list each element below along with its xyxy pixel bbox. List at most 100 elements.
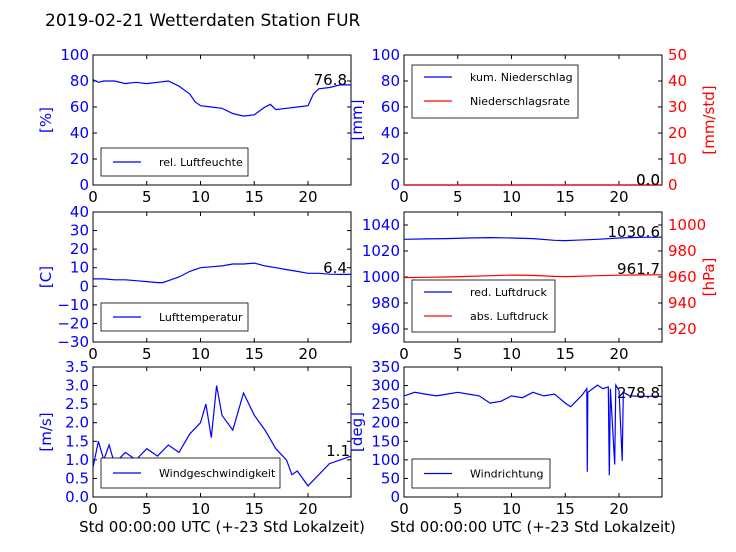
y-tick-label: 3.0: [65, 377, 89, 395]
y-tick-label: 100: [60, 46, 89, 64]
x-tick-label: 5: [142, 500, 152, 518]
x-tick-label: 15: [556, 500, 575, 518]
y-tick-label: 40: [70, 124, 89, 142]
x-tick-label: 0: [399, 188, 409, 206]
y-tick-label: −30: [57, 333, 89, 351]
x-tick-label: 0: [88, 345, 98, 363]
x-tick-label: 5: [453, 188, 463, 206]
y-tick-label: 80: [70, 72, 89, 90]
x-tick-label: 10: [502, 345, 521, 363]
y-tick-label: 0: [79, 176, 89, 194]
y-tick-label-right: 20: [668, 124, 687, 142]
y-tick-label: 100: [371, 451, 400, 469]
legend-label: rel. Luftfeuchte: [159, 156, 243, 169]
x-axis-label: Std 00:00:00 UTC (+-23 Std Lokalzeit): [390, 518, 676, 536]
y-tick-label: 50: [381, 469, 400, 487]
y-tick-label-right: 30: [668, 98, 687, 116]
series-line-temperature-0: [93, 263, 351, 283]
y-tick-label: 1.0: [65, 451, 89, 469]
y-tick-label-right: 50: [668, 46, 687, 64]
y-tick-label: 20: [381, 150, 400, 168]
x-tick-label: 10: [502, 500, 521, 518]
y-tick-label-right: 0: [668, 176, 678, 194]
x-tick-label: 15: [245, 500, 264, 518]
y-tick-label-right: 960: [668, 268, 697, 286]
y-tick-label: 250: [371, 395, 400, 413]
y-tick-label: 0: [390, 176, 400, 194]
y-tick-label-right: 40: [668, 72, 687, 90]
y-tick-label: 980: [371, 294, 400, 312]
x-tick-label: 10: [502, 188, 521, 206]
last-value-label: 278.8: [617, 384, 660, 402]
last-value-label: 1.1: [326, 442, 350, 460]
x-tick-label: 0: [399, 500, 409, 518]
x-tick-label: 15: [245, 345, 264, 363]
y-tick-label: 0.0: [65, 488, 89, 506]
x-tick-label: 20: [609, 188, 628, 206]
y-tick-label: 1020: [362, 242, 400, 260]
y-tick-label: 300: [371, 377, 400, 395]
y-tick-label: 10: [70, 259, 89, 277]
y-tick-label: 2.5: [65, 395, 89, 413]
last-value-label: 0.0: [636, 171, 660, 189]
y-tick-label: 60: [381, 98, 400, 116]
x-tick-label: 0: [399, 345, 409, 363]
figure-title: 2019-02-21 Wetterdaten Station FUR: [45, 11, 361, 31]
x-tick-label: 0: [88, 188, 98, 206]
y-tick-label-right: 980: [668, 242, 697, 260]
y-axis-label: [m/s]: [37, 412, 55, 451]
y-tick-label: 0.5: [65, 469, 89, 487]
y-tick-label: 3.5: [65, 358, 89, 376]
y-tick-label: 1000: [362, 268, 400, 286]
y-axis-label: [mm]: [348, 100, 366, 141]
y-axis-label: [deg]: [348, 412, 366, 452]
x-tick-label: 15: [556, 345, 575, 363]
x-tick-label: 20: [298, 500, 317, 518]
y-tick-label: 0: [390, 488, 400, 506]
panel-precipitation: 0 5 10 15 20 0 20 40 60 80 100 0 10 20 30 40 50 [mm] [mm/s…: [348, 46, 718, 206]
y-tick-label: 150: [371, 432, 400, 450]
legend-label: kum. Niederschlag: [470, 71, 573, 84]
x-tick-label: 5: [453, 345, 463, 363]
y-tick-label: 20: [70, 240, 89, 258]
legend-label: Niederschlagsrate: [470, 95, 570, 108]
panel-temperature: 0 5 10 15 20−30−20−10010203040[C]Lufttempera…: [37, 203, 351, 363]
x-tick-label: 5: [453, 500, 463, 518]
y-tick-label: 2.0: [65, 414, 89, 432]
y-tick-label: 1.5: [65, 432, 89, 450]
panel-humidity: 0 5 10 15 20 0 20 40 60 80 100 [%] rel. Luftfeuchte 7…: [37, 46, 351, 206]
y-axis-label-right: [mm/std]: [700, 85, 718, 154]
y-tick-label: −20: [57, 314, 89, 332]
y-tick-label: 30: [70, 222, 89, 240]
y-tick-label-right: 940: [668, 294, 697, 312]
y-axis-label: [C]: [37, 266, 55, 288]
legend-label: red. Luftdruck: [470, 286, 547, 299]
y-tick-label-right: 1000: [668, 216, 706, 234]
y-tick-label: 100: [371, 46, 400, 64]
y-tick-label: −10: [57, 296, 89, 314]
last-value-label: 961.7: [617, 260, 660, 278]
last-value-label: 76.8: [314, 71, 347, 89]
y-tick-label: 60: [70, 98, 89, 116]
legend-label: abs. Luftdruck: [470, 310, 549, 323]
y-tick-label: 1040: [362, 216, 400, 234]
legend-label: Lufttemperatur: [159, 311, 243, 324]
x-tick-label: 20: [609, 345, 628, 363]
y-tick-label-right: 10: [668, 150, 687, 168]
x-tick-label: 10: [191, 188, 210, 206]
last-value-label: 1030.6: [608, 223, 661, 241]
y-axis-label-right: [hPa]: [700, 258, 718, 297]
x-tick-label: 10: [191, 345, 210, 363]
x-tick-label: 15: [556, 188, 575, 206]
series-line-humidity-0: [93, 80, 351, 116]
y-tick-label: 200: [371, 414, 400, 432]
x-axis-label: Std 00:00:00 UTC (+-23 Std Lokalzeit): [79, 518, 365, 536]
x-tick-label: 15: [245, 188, 264, 206]
y-tick-label: 960: [371, 320, 400, 338]
y-tick-label: 40: [381, 124, 400, 142]
y-tick-label: 0: [79, 277, 89, 295]
legend-label: Windrichtung: [470, 468, 543, 481]
y-axis-label: [%]: [37, 107, 55, 133]
y-tick-label: 80: [381, 72, 400, 90]
